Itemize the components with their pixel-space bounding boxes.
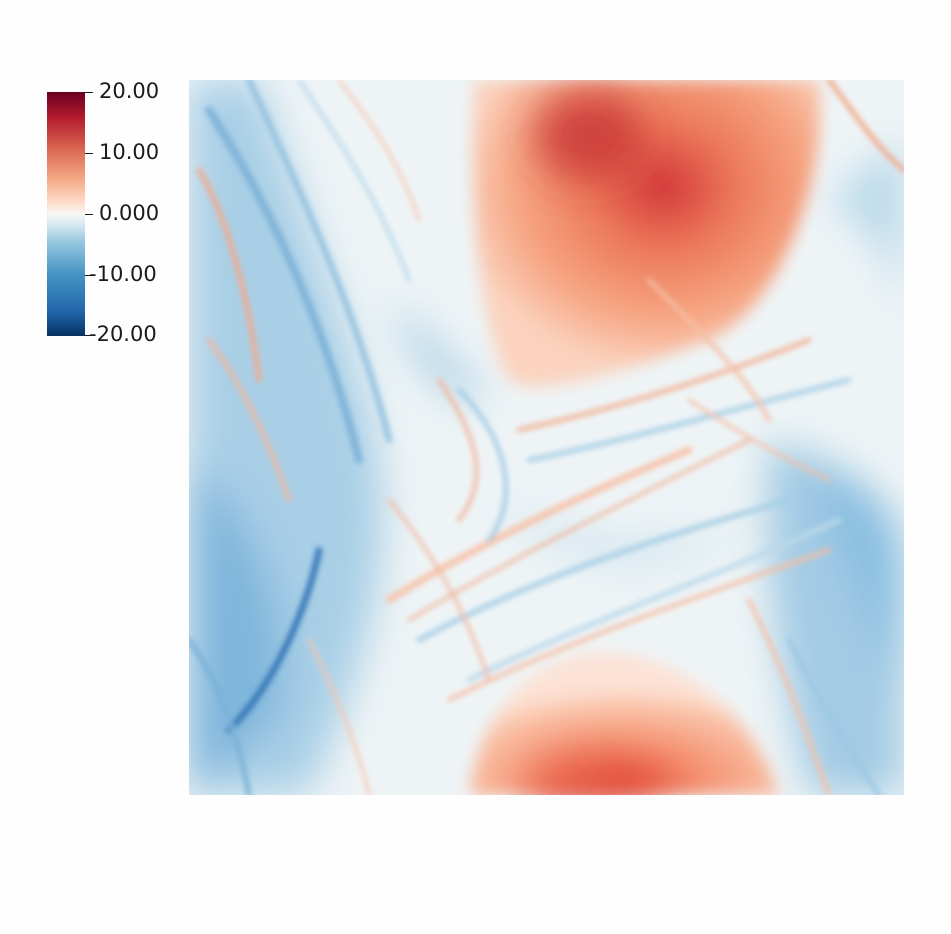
vorticity-field [189, 80, 904, 795]
positive-vortex-top [472, 80, 821, 387]
colorbar-tick-label: -10.00 [89, 262, 157, 286]
colorbar-tick-mark [85, 92, 93, 93]
colorbar-tick-mark [85, 275, 93, 276]
colorbar-tick-label: 0.000 [99, 201, 160, 225]
colorbar-tick-mark [85, 335, 93, 336]
colorbar-tick-label: 20.00 [99, 79, 160, 103]
colorbar-tick-mark [85, 214, 93, 215]
colorbar-gradient [47, 92, 85, 336]
colorbar-tick-label: -20.00 [89, 322, 157, 346]
positive-vortex-bottom [469, 652, 779, 795]
colorbar-tick-mark [85, 153, 93, 154]
colorbar-tick-label: 10.00 [99, 140, 160, 164]
vorticity-filaments [189, 80, 904, 795]
colorbar [47, 92, 85, 336]
